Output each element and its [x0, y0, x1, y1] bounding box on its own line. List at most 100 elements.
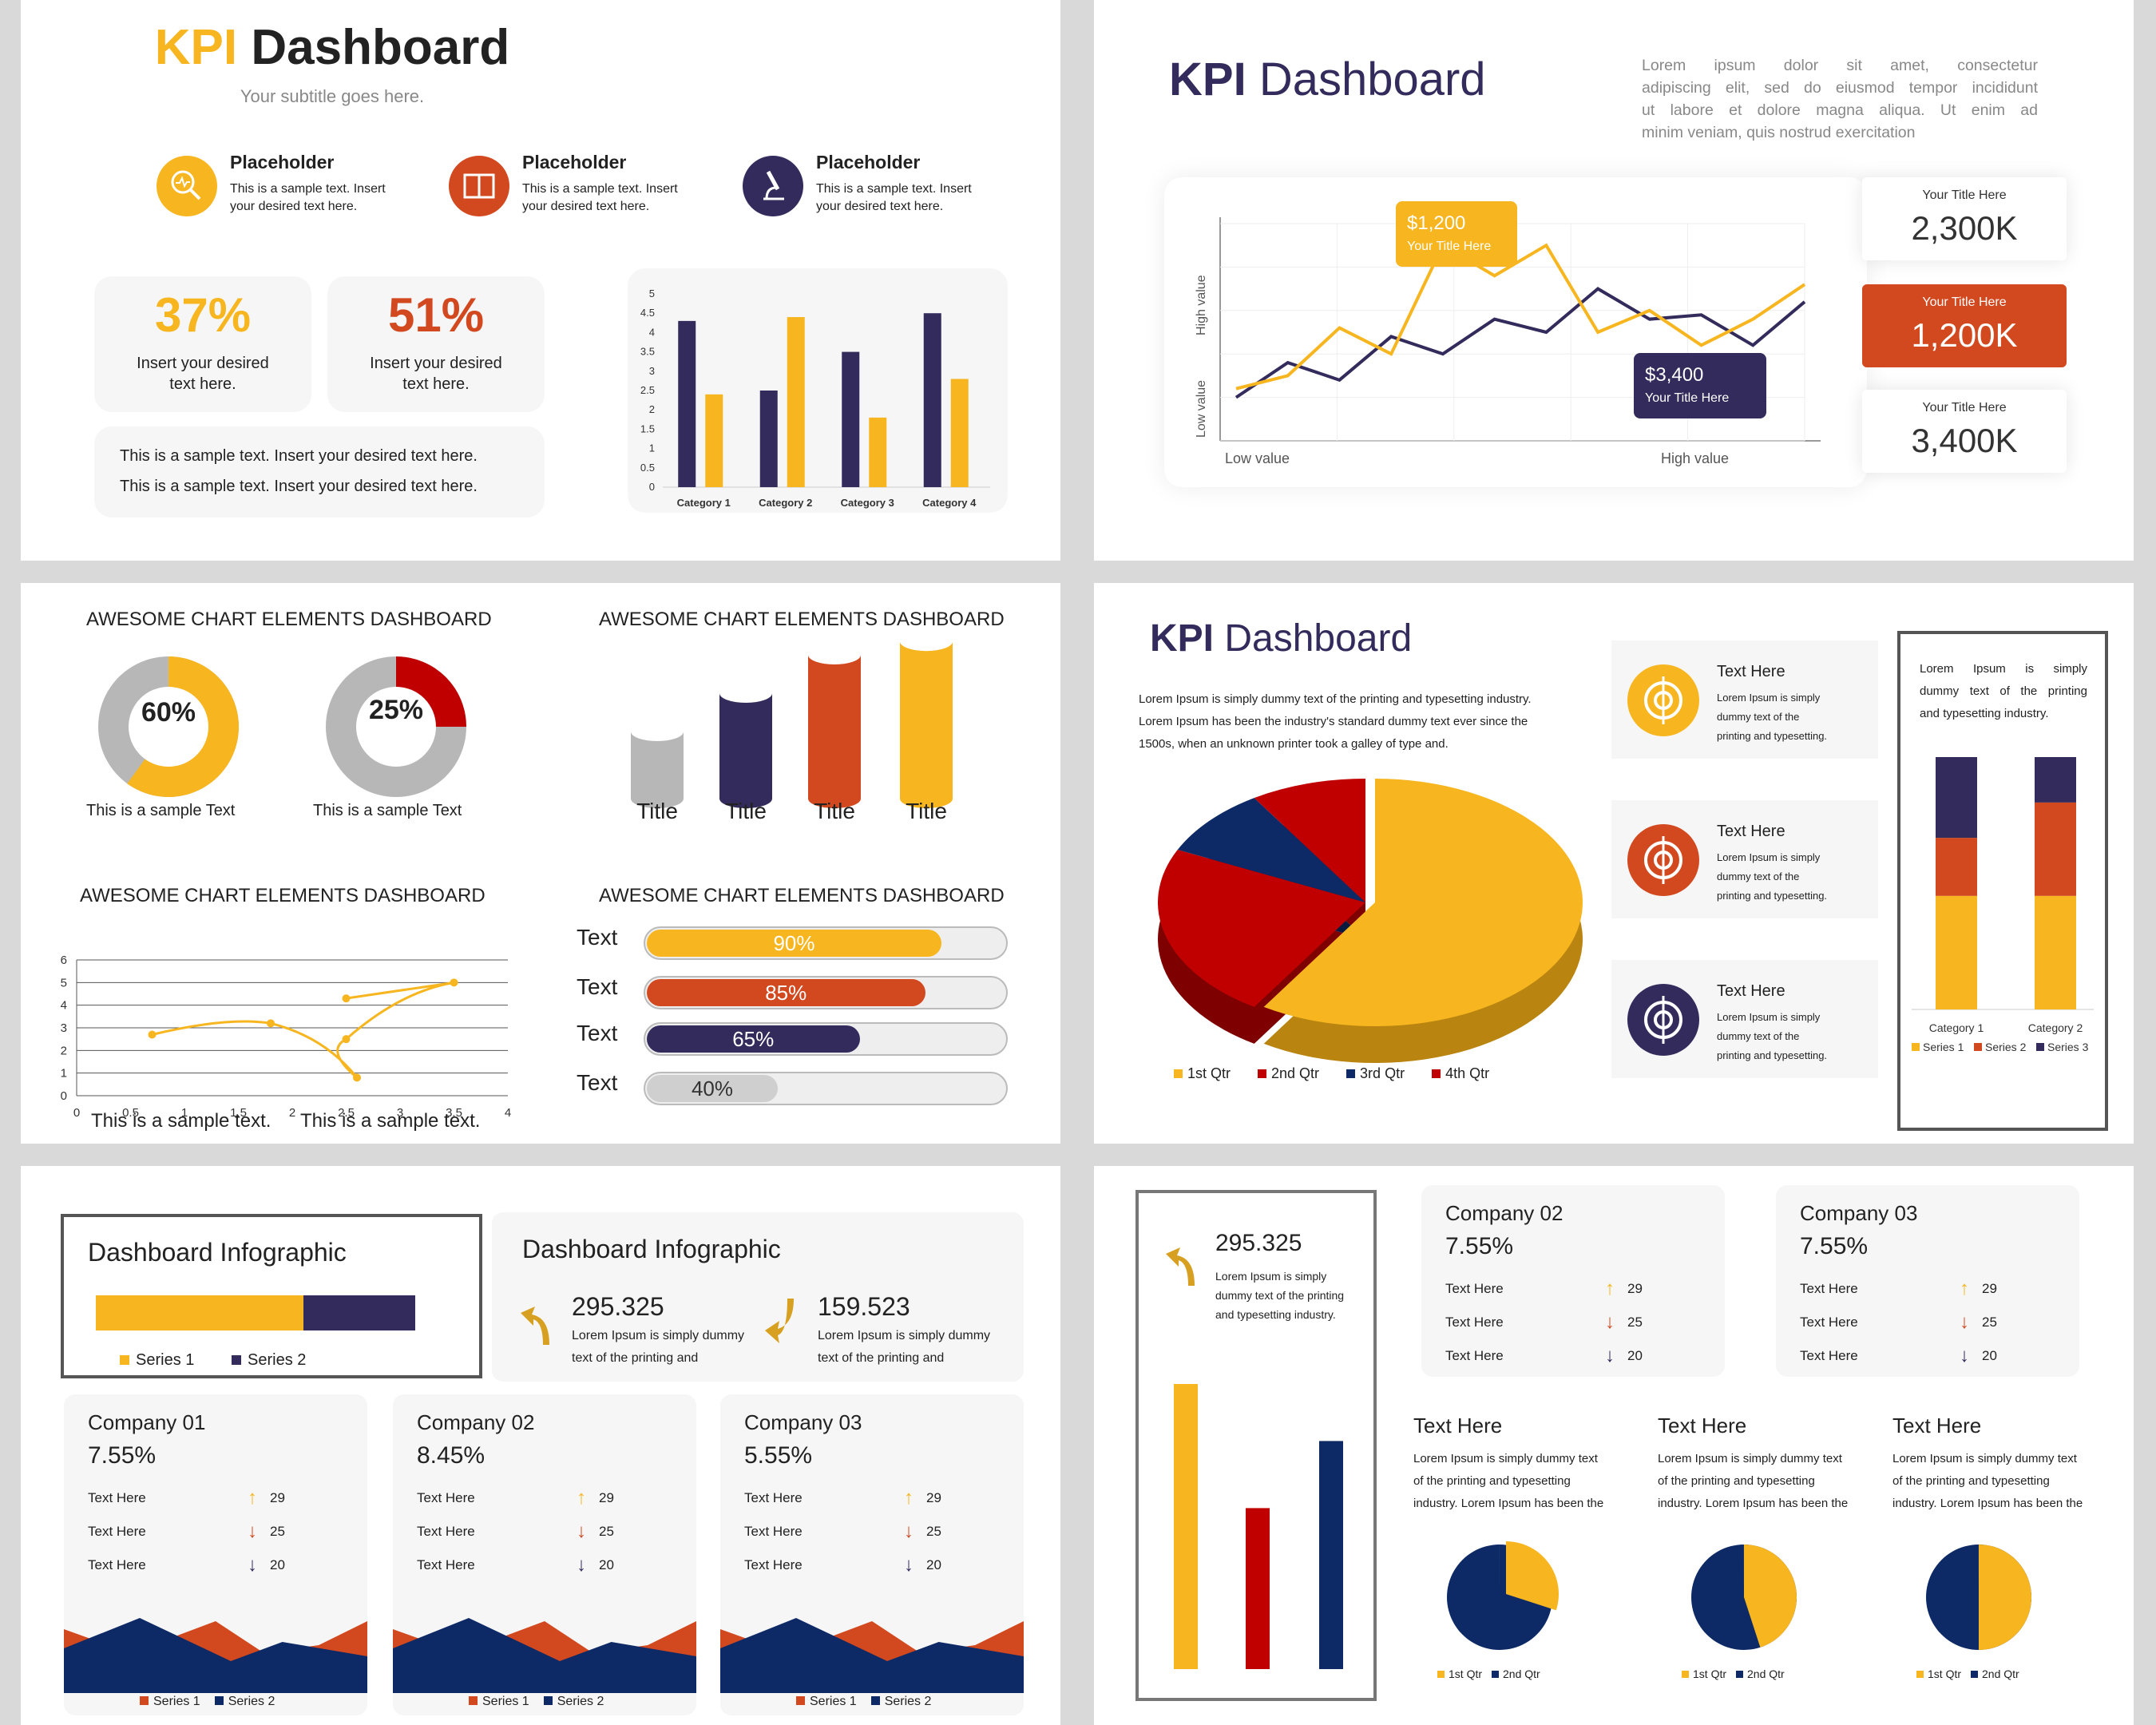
y-tick-label: 4: [649, 326, 655, 338]
bar-chart-card: 5 4.5 4 3.5 3 2.5 2 1.5 1 0.5 0 Category 1 Category …: [628, 268, 1008, 513]
bar-series-2: [303, 1295, 415, 1330]
slide-dashboard-infographic: Dashboard Infographic Series 1 Series 2 …: [21, 1166, 1060, 1725]
arrow-up-icon: [521, 1307, 549, 1345]
row-value: 29: [1982, 1281, 1997, 1296]
legend-swatch: [1346, 1069, 1356, 1078]
y-tick-label: 1: [649, 442, 655, 454]
cylinder-top: [631, 722, 684, 741]
row-value: 20: [1982, 1348, 1997, 1363]
text-heading: Text Here: [1658, 1414, 1747, 1438]
legend-swatch: [1971, 1671, 1979, 1678]
placeholder-text: your desired text here.: [522, 200, 650, 213]
row-label: Text Here: [1800, 1315, 1858, 1330]
arrow-down-icon: ↓: [1960, 1311, 1969, 1333]
row-label: Text Here: [88, 1524, 146, 1539]
intro-paragraph: Lorem Ipsum is simply dummy text of the …: [1139, 688, 1532, 755]
chart-caption: This is a sample text.: [91, 1110, 271, 1132]
cylinder-chart: [631, 632, 953, 808]
book-icon: [449, 156, 509, 216]
bar-series-2: [869, 417, 887, 487]
legend-swatch: [1912, 1043, 1920, 1051]
scatter-point: [342, 994, 351, 1003]
row-value: 29: [599, 1490, 614, 1505]
legend-series-1: Series 1: [120, 1351, 194, 1370]
text-body: industry. Lorem Ipsum has been the: [1413, 1497, 1604, 1510]
stat-value: 37%: [154, 288, 252, 342]
text-body: industry. Lorem Ipsum has been the: [1892, 1497, 2083, 1510]
y-axis-label-high: High value: [1195, 275, 1208, 335]
row-value: 29: [1627, 1281, 1643, 1296]
cylinder-top: [900, 632, 953, 652]
row-value: 20: [1627, 1348, 1643, 1363]
placeholder-heading: Placeholder: [816, 152, 921, 172]
title-main: Dashboard: [251, 20, 510, 75]
bar-series-2: [705, 394, 723, 487]
placeholder-text: This is a sample text. Insert: [816, 182, 972, 196]
paragraph-line: dummy text of the printing: [1920, 684, 2087, 698]
row-label: Text Here: [744, 1557, 803, 1572]
progress-fill: 40%: [647, 1075, 778, 1102]
legend-label: Series 2: [1985, 1041, 2027, 1053]
area-series-2: [720, 1618, 1024, 1693]
target-icon: [1627, 664, 1699, 736]
stacked-segment: [1936, 757, 1977, 839]
arrow-down-icon: ↓: [904, 1521, 914, 1542]
legend-swatch: [543, 1696, 553, 1705]
metric-value: 295.325: [572, 1292, 664, 1321]
text-body: Lorem Ipsum is simply dummy text: [1413, 1452, 1598, 1465]
y-tick-label: 0: [61, 1089, 67, 1103]
info-card: Text Here Lorem Ipsum is simply dummy text…: [1611, 960, 1878, 1078]
pie-chart: [1690, 1545, 1797, 1650]
legend-swatch: [1682, 1671, 1689, 1678]
area-legend: Series 1 Series 2: [140, 1695, 275, 1709]
progress-value: 65%: [732, 1027, 775, 1051]
cylinder-top: [808, 645, 861, 664]
row-value: 20: [599, 1557, 614, 1572]
y-tick-label: 2: [61, 1044, 67, 1057]
box-paragraph: Lorem Ipsum is simply dummy text of the …: [1920, 658, 2087, 725]
paragraph-line: Lorem Ipsum is simply dummy text of the …: [1139, 692, 1532, 706]
arrow-down-icon: ↓: [1960, 1345, 1969, 1366]
stat-card: 51% Insert your desired text here.: [327, 276, 545, 412]
pie-slice-1st-qtr: [1744, 1545, 1797, 1648]
paragraph-line: minim veniam, quis nostrud exercitation: [1642, 124, 1916, 141]
y-axis-label-low: Low value: [1195, 379, 1208, 438]
notes-card: This is a sample text. Insert your desir…: [94, 426, 545, 518]
pie-legend: 1st Qtr 2nd Qtr: [1437, 1668, 1540, 1680]
pie-slice: [1254, 779, 1365, 902]
arrow-down-icon: ↓: [1605, 1345, 1615, 1366]
info-card: Text Here Lorem Ipsum is simply dummy text…: [1611, 800, 1878, 918]
stat-label: text here.: [169, 375, 236, 393]
placeholder-text: This is a sample text. Insert: [522, 182, 678, 196]
stacked-segment: [2035, 895, 2076, 1009]
area-legend: Series 1 Series 2: [796, 1695, 931, 1709]
stat-label: Insert your desired: [370, 355, 502, 372]
title-accent: KPI: [154, 20, 238, 75]
legend-label: Series 1: [482, 1695, 529, 1708]
section-heading: AWESOME CHART ELEMENTS DASHBOARD: [599, 885, 1005, 906]
company-percent: 8.45%: [417, 1442, 485, 1469]
slide-chart-elements: AWESOME CHART ELEMENTS DASHBOARD AWESOME…: [21, 583, 1060, 1144]
arrow-down-icon: ↓: [1605, 1311, 1615, 1333]
y-tick-label: 0.5: [640, 462, 655, 474]
legend-swatch: [870, 1696, 880, 1705]
info-text: printing and typesetting.: [1717, 730, 1828, 742]
row-label: Text Here: [88, 1557, 146, 1572]
x-tick-label: 4: [505, 1106, 511, 1120]
company-card: Company 01 7.55% Text Here ↑ 29 Text Here ↓ 25 T…: [64, 1394, 367, 1715]
slide-kpi-dashboard-3: KPI Dashboard Lorem Ipsum is simply dumm…: [1094, 583, 2134, 1144]
callout-label: Your Title Here: [1645, 391, 1730, 405]
pie-chart: [1446, 1541, 1559, 1650]
note-text: This is a sample text. Insert your desir…: [120, 478, 478, 495]
pie-legend: 1st Qtr 2nd Qtr 3rd Qtr 4th Qtr: [1174, 1065, 1516, 1082]
metric-text: text of the printing and: [818, 1351, 945, 1365]
row-value: 25: [1627, 1315, 1643, 1330]
kpi-label: Your Title Here: [1922, 401, 2007, 414]
page-title: KPI Dashboard: [21, 19, 644, 76]
donut-charts: [97, 656, 466, 797]
crosshair-icon: [1627, 984, 1699, 1056]
stat-label: text here.: [402, 375, 470, 393]
paragraph-line: ut labore et dolore magna aliqua. Ut eni…: [1642, 101, 2038, 119]
progress-track: 40%: [644, 1072, 1008, 1105]
row-value: 29: [270, 1490, 285, 1505]
